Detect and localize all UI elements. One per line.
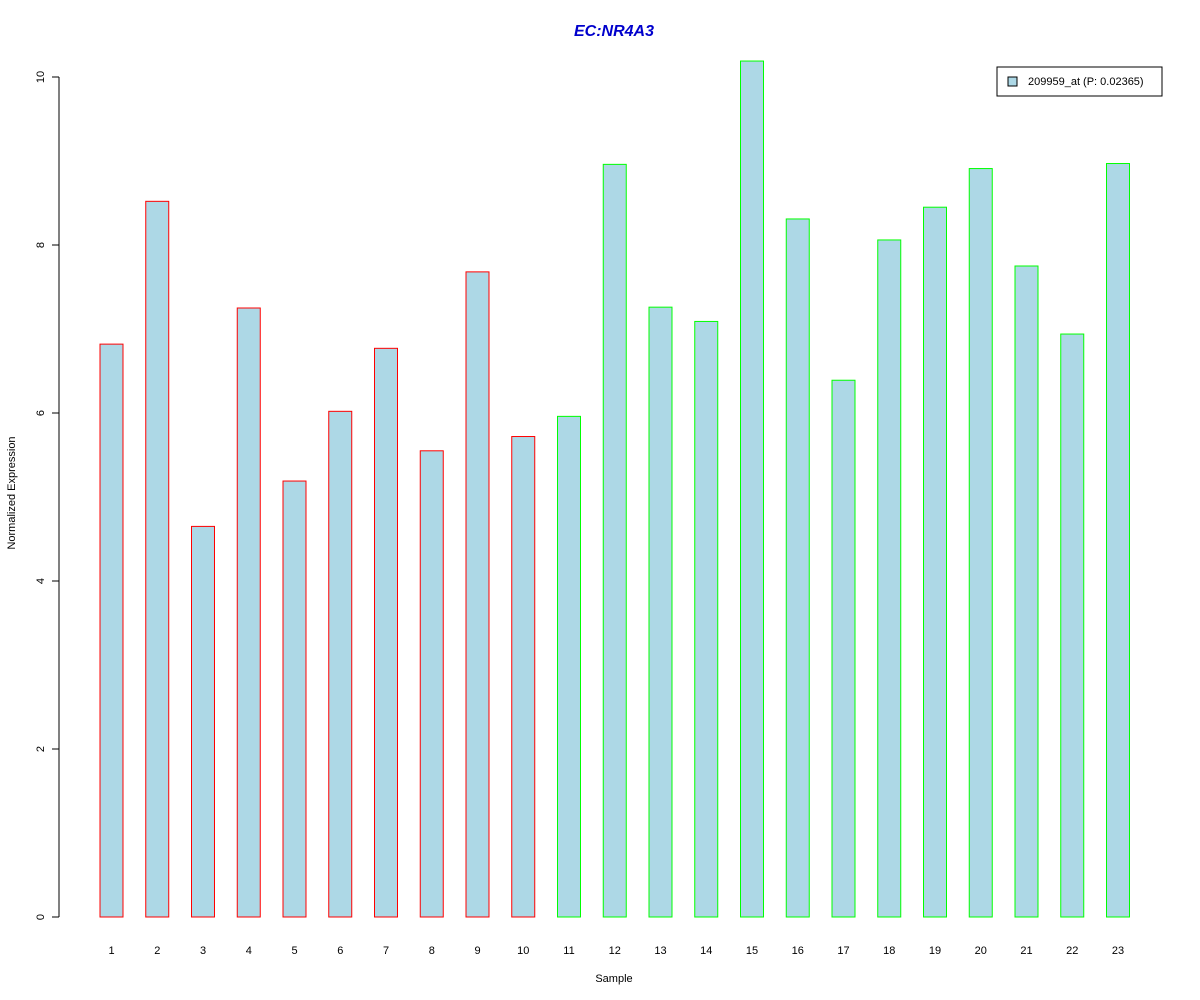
bar-sample-2 [145,200,170,918]
bar-sample-10 [511,436,536,918]
bar-sample-13 [648,306,673,918]
x-tick-label: 4 [246,945,252,957]
bar-sample-9 [465,271,490,918]
y-tick-label: 10 [35,71,47,83]
chart-title: EC:NR4A3 [574,23,654,40]
x-tick-label: 18 [883,945,895,957]
x-axis-label: Sample [595,973,632,985]
y-axis-label: Normalized Expression [6,436,18,549]
x-tick-label: 20 [975,945,987,957]
bar-sample-19 [923,206,947,918]
x-tick-label: 19 [929,945,941,957]
bar-sample-12 [602,163,627,918]
bar-sample-7 [374,347,398,918]
x-tick-label: 7 [383,945,389,957]
bar-sample-14 [694,320,719,918]
legend: 209959_at (P: 0.02365) [996,66,1163,97]
y-axis: 0 2 4 6 8 10 [35,71,60,920]
bar-sample-16 [785,218,810,918]
bar-sample-1 [99,343,124,918]
x-tick-label: 14 [700,945,712,957]
x-tick-labels: 1 2 3 4 5 6 7 8 9 10 11 12 13 14 15 16 17 18 19 20 21 22 23 [108,945,1124,957]
x-tick-label: 8 [429,945,435,957]
y-tick-label: 2 [35,746,47,752]
x-tick-label: 6 [337,945,343,957]
y-tick-label: 4 [35,578,47,584]
x-tick-label: 21 [1020,945,1032,957]
bar-sample-18 [877,239,902,918]
x-tick-label: 1 [108,945,114,957]
y-tick-label: 0 [35,914,47,920]
x-tick-label: 11 [563,945,574,957]
x-tick-label: 9 [474,945,480,957]
bar-sample-5 [282,480,307,918]
bar-sample-3 [191,525,215,918]
legend-box [996,66,1163,97]
legend-label: 209959_at (P: 0.02365) [1028,76,1144,88]
x-tick-label: 23 [1112,945,1124,957]
x-tick-label: 16 [792,945,804,957]
bar-sample-15 [740,60,764,918]
x-tick-label: 17 [837,945,849,957]
x-tick-label: 3 [200,945,206,957]
bar-sample-17 [831,379,856,918]
bar-sample-11 [557,415,581,918]
x-tick-label: 10 [517,945,529,957]
y-tick-label: 8 [35,242,47,248]
x-tick-label: 15 [746,945,758,957]
bar-sample-6 [328,410,353,918]
x-tick-label: 22 [1066,945,1078,957]
bar-sample-4 [236,307,261,918]
x-tick-label: 12 [609,945,621,957]
bars-group [99,60,1130,918]
bar-sample-20 [968,168,993,918]
bar-sample-21 [1014,265,1039,918]
bar-sample-22 [1060,333,1085,918]
x-tick-label: 5 [291,945,297,957]
x-tick-label: 2 [154,945,160,957]
legend-swatch [1007,76,1018,87]
y-tick-label: 6 [35,410,47,416]
x-tick-label: 13 [654,945,666,957]
bar-sample-23 [1106,163,1130,918]
bar-sample-8 [419,450,444,918]
